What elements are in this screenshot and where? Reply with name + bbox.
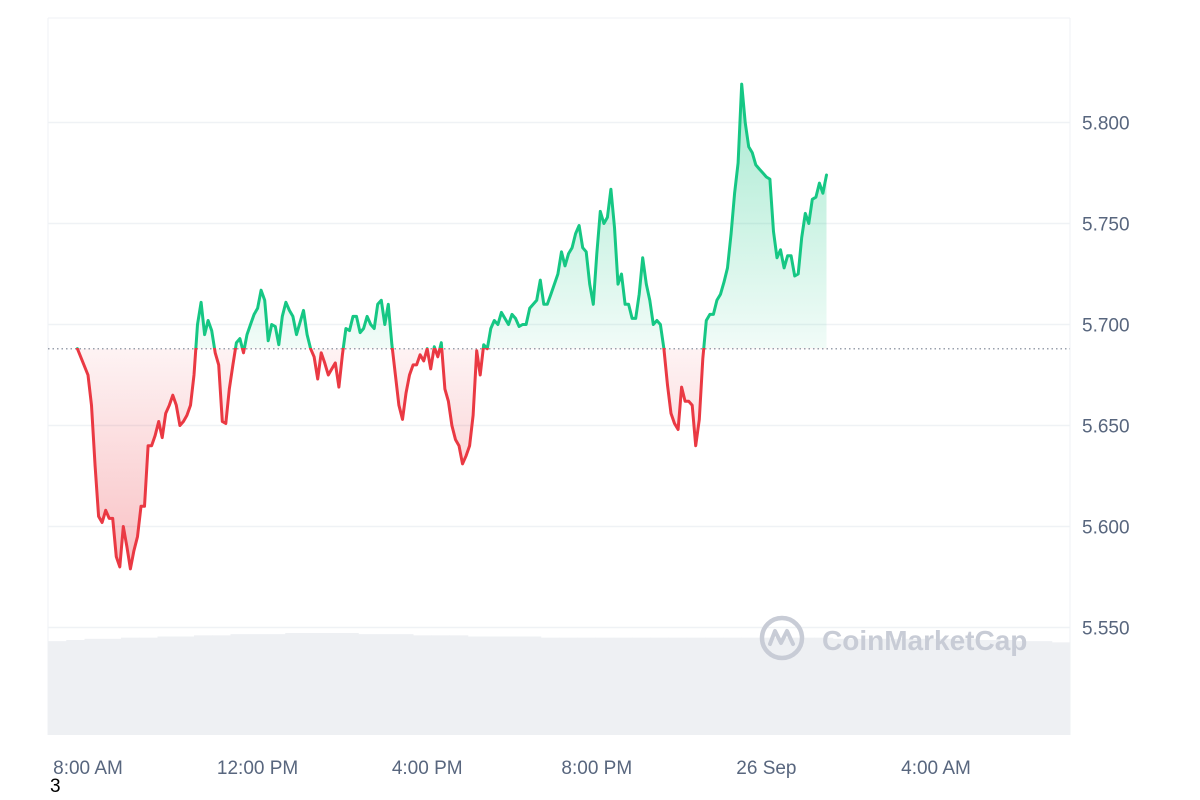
volume-bar [887,638,907,735]
x-tick-label: 8:00 AM [53,758,123,779]
watermark-text: CoinMarketCap [822,625,1027,656]
volume-bar [613,637,633,735]
volume-bar [978,640,998,735]
x-tick-label: 12:00 PM [217,758,298,779]
volume-bar [942,638,961,735]
volume-bar [960,638,980,735]
volume-bar [157,636,177,735]
volume-bar [869,638,888,735]
volume-bar [66,640,85,735]
corner-label: 3 [50,776,61,797]
volume-bar [504,636,523,735]
volume-bar [668,637,688,735]
volume-bar [832,638,852,735]
volume-bar [376,634,396,735]
volume-bar [851,638,870,735]
x-tick-label: 8:00 PM [561,758,632,779]
volume-bar [559,637,578,735]
y-tick-label: 5.800 [1082,114,1130,135]
volume-bar [486,636,505,735]
coinmarketcap-logo-icon [759,615,805,661]
x-tick-label: 4:00 PM [392,758,463,779]
volume-bar [540,637,560,735]
price-line-up [76,82,828,348]
y-tick-label: 5.700 [1082,316,1130,337]
volume-bar [467,636,487,735]
volume-bar [632,637,651,735]
volume-bar [139,637,158,735]
volume-bar [431,635,450,735]
volume-bar [413,635,432,735]
volume-bar [814,637,834,735]
negative-area [77,348,827,569]
x-tick-label: 26 Sep [736,758,796,779]
watermark: CoinMarketCap [759,615,1027,661]
volume-bar [194,635,213,735]
volume-bar [741,637,761,735]
price-line-segment-up [76,82,828,348]
volume-bar [340,633,359,735]
area-down-fill [77,348,827,569]
volume-bar [48,641,67,735]
volume-bar [358,634,377,735]
volume-bar [394,634,414,735]
volume-bar [759,637,779,735]
volume-bar [449,635,469,735]
plot-frame [47,17,1071,735]
volume-bar [84,638,104,735]
volume-bar [267,634,286,735]
grid-lines [48,121,1070,629]
volume-bar [650,637,669,735]
volume-bar [577,637,596,735]
volume-bar [285,633,304,735]
y-tick-label: 5.550 [1082,619,1130,640]
volume-bar [303,633,323,735]
volume-bars [48,633,1071,735]
coinmarketcap-logo-mark [768,629,795,646]
area-up-fill [195,84,827,348]
volume-bar [102,638,122,735]
x-tick-label: 4:00 AM [901,758,971,779]
y-tick-label: 5.750 [1082,215,1130,236]
volume-bar [522,636,542,735]
volume-bar [705,637,724,735]
volume-bar [1033,641,1053,735]
y-axis: 5.550 5.600 5.650 5.700 5.750 5.800 [1082,114,1130,640]
volume-bar [121,637,140,735]
volume-bar [595,637,615,735]
volume-bar [796,637,815,735]
volume-bar [997,640,1016,735]
volume-bar [230,634,250,735]
positive-area [195,84,827,348]
volume-bar [686,637,706,735]
volume-bar [175,636,195,735]
volume-bar [248,634,268,735]
price-line-down [75,348,706,571]
y-tick-label: 5.650 [1082,417,1130,438]
price-line-segment-down [75,348,706,571]
x-axis: 8:00 AM 12:00 PM 4:00 PM 8:00 PM 26 Sep 4:00 … [53,758,971,779]
volume-bar [924,638,943,735]
volume-bar [723,637,742,735]
volume-bar [321,633,341,735]
volume-bar [1015,641,1034,735]
y-tick-label: 5.600 [1082,518,1130,539]
volume-bar [778,637,797,735]
volume-bar [905,638,925,735]
volume-bar [1051,642,1071,735]
volume-bar [212,635,231,735]
